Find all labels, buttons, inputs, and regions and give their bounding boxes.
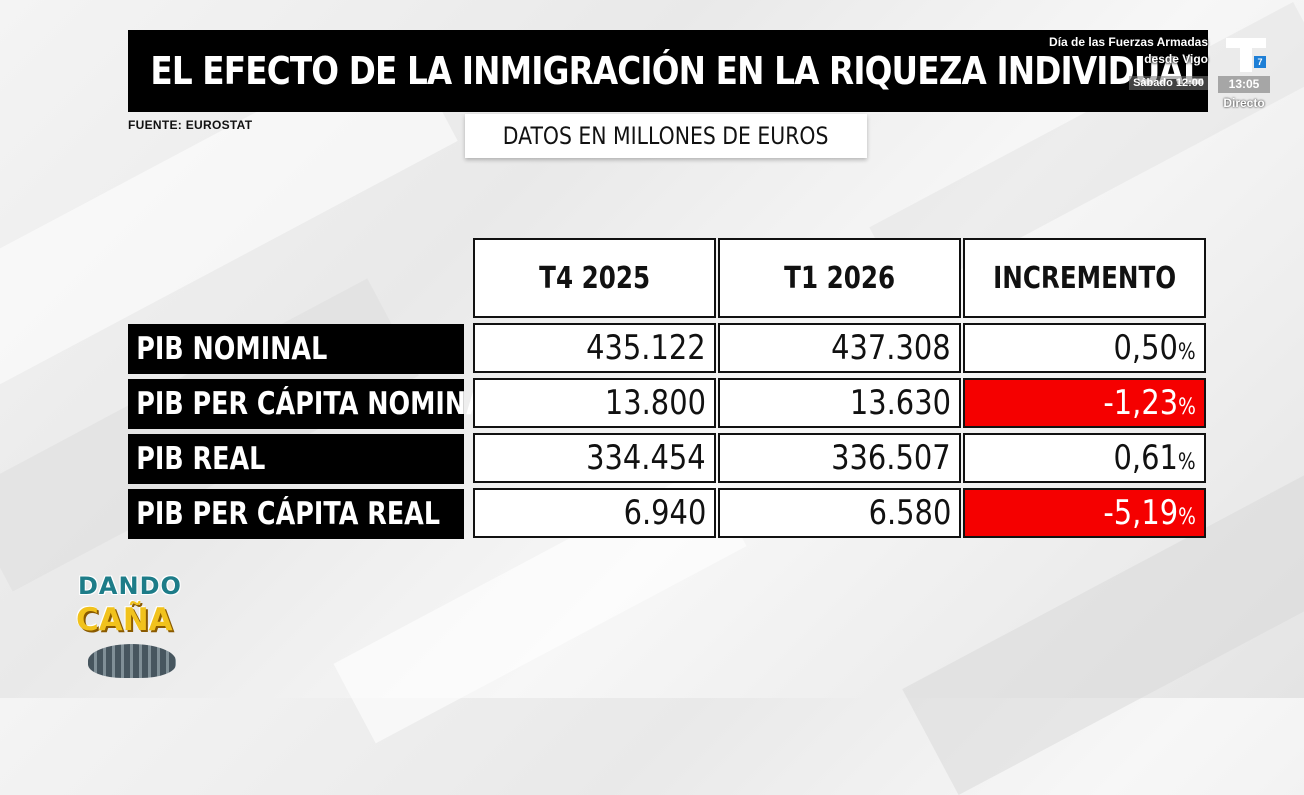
event-ticker: Día de las Fuerzas Armadas desde Vigo (1049, 34, 1208, 68)
row-label-text: PIB REAL (136, 441, 266, 477)
increment-value: -1,23% (1103, 383, 1196, 423)
cell-value: 437.308 (831, 328, 951, 368)
row-label-text: PIB PER CÁPITA REAL (136, 496, 441, 532)
units-label: DATOS EN MILLONES DE EUROS (503, 122, 829, 150)
cell-value: 336.507 (831, 438, 951, 478)
table-cell: 336.507 (718, 433, 961, 483)
column-header-incremento: INCREMENTO (963, 238, 1206, 318)
increment-value: 0,61% (1113, 438, 1196, 478)
cell-value: 6.580 (868, 493, 951, 533)
column-header-label: T1 2026 (784, 260, 895, 296)
cell-value: 6.940 (623, 493, 706, 533)
row-label-text: PIB NOMINAL (136, 331, 328, 367)
row-label-text: PIB PER CÁPITA NOMINAL (136, 386, 503, 422)
column-header-t1-2026: T1 2026 (718, 238, 961, 318)
table-cell: 6.580 (718, 488, 961, 538)
table-cell: 13.630 (718, 378, 961, 428)
row-label-pib-per-capita-nominal: PIB PER CÁPITA NOMINAL (128, 379, 502, 429)
row-label-pib-per-capita-real: PIB PER CÁPITA REAL (128, 489, 464, 539)
cell-value: 435.122 (586, 328, 706, 368)
live-label: Directo (1223, 96, 1265, 110)
row-label-pib-nominal: PIB NOMINAL (128, 324, 464, 374)
column-header-label: T4 2025 (539, 260, 650, 296)
channel-logo-badge: 7 (1254, 56, 1266, 68)
cell-value: 13.630 (849, 383, 951, 423)
table-cell: 13.800 (473, 378, 716, 428)
page-title: EL EFECTO DE LA INMIGRACIÓN EN LA RIQUEZ… (150, 49, 1203, 93)
row-label-pib-real: PIB REAL (128, 434, 464, 484)
show-logo-line2: CAÑA (76, 602, 173, 638)
event-time: Sábado 12:00 (1129, 76, 1208, 90)
table-cell: 437.308 (718, 323, 961, 373)
channel-bug: Día de las Fuerzas Armadas desde Vigo Sá… (984, 30, 1304, 110)
increment-cell: 0,61% (963, 433, 1206, 483)
increment-cell: 0,50% (963, 323, 1206, 373)
show-logo-line1: DANDO (78, 572, 182, 600)
channel-logo-icon (1226, 38, 1266, 72)
title-bar: EL EFECTO DE LA INMIGRACIÓN EN LA RIQUEZ… (128, 30, 1208, 112)
source-label: FUENTE: EUROSTAT (128, 118, 253, 132)
increment-value: -5,19% (1103, 493, 1196, 533)
table-cell: 334.454 (473, 433, 716, 483)
column-header-t4-2025: T4 2025 (473, 238, 716, 318)
units-box: DATOS EN MILLONES DE EUROS (465, 114, 867, 158)
increment-cell-negative: -5,19% (963, 488, 1206, 538)
table-cell: 6.940 (473, 488, 716, 538)
cell-value: 334.454 (586, 438, 706, 478)
increment-value: 0,50% (1113, 328, 1196, 368)
crowd-icon (88, 644, 176, 678)
clock: 13:05 (1218, 76, 1270, 93)
show-logo: DANDO CAÑA (74, 570, 194, 685)
event-title: Día de las Fuerzas Armadas (1049, 35, 1208, 49)
cell-value: 13.800 (604, 383, 706, 423)
column-header-label: INCREMENTO (992, 260, 1177, 296)
event-location: desde Vigo (1144, 52, 1208, 66)
increment-cell-negative: -1,23% (963, 378, 1206, 428)
table-cell: 435.122 (473, 323, 716, 373)
